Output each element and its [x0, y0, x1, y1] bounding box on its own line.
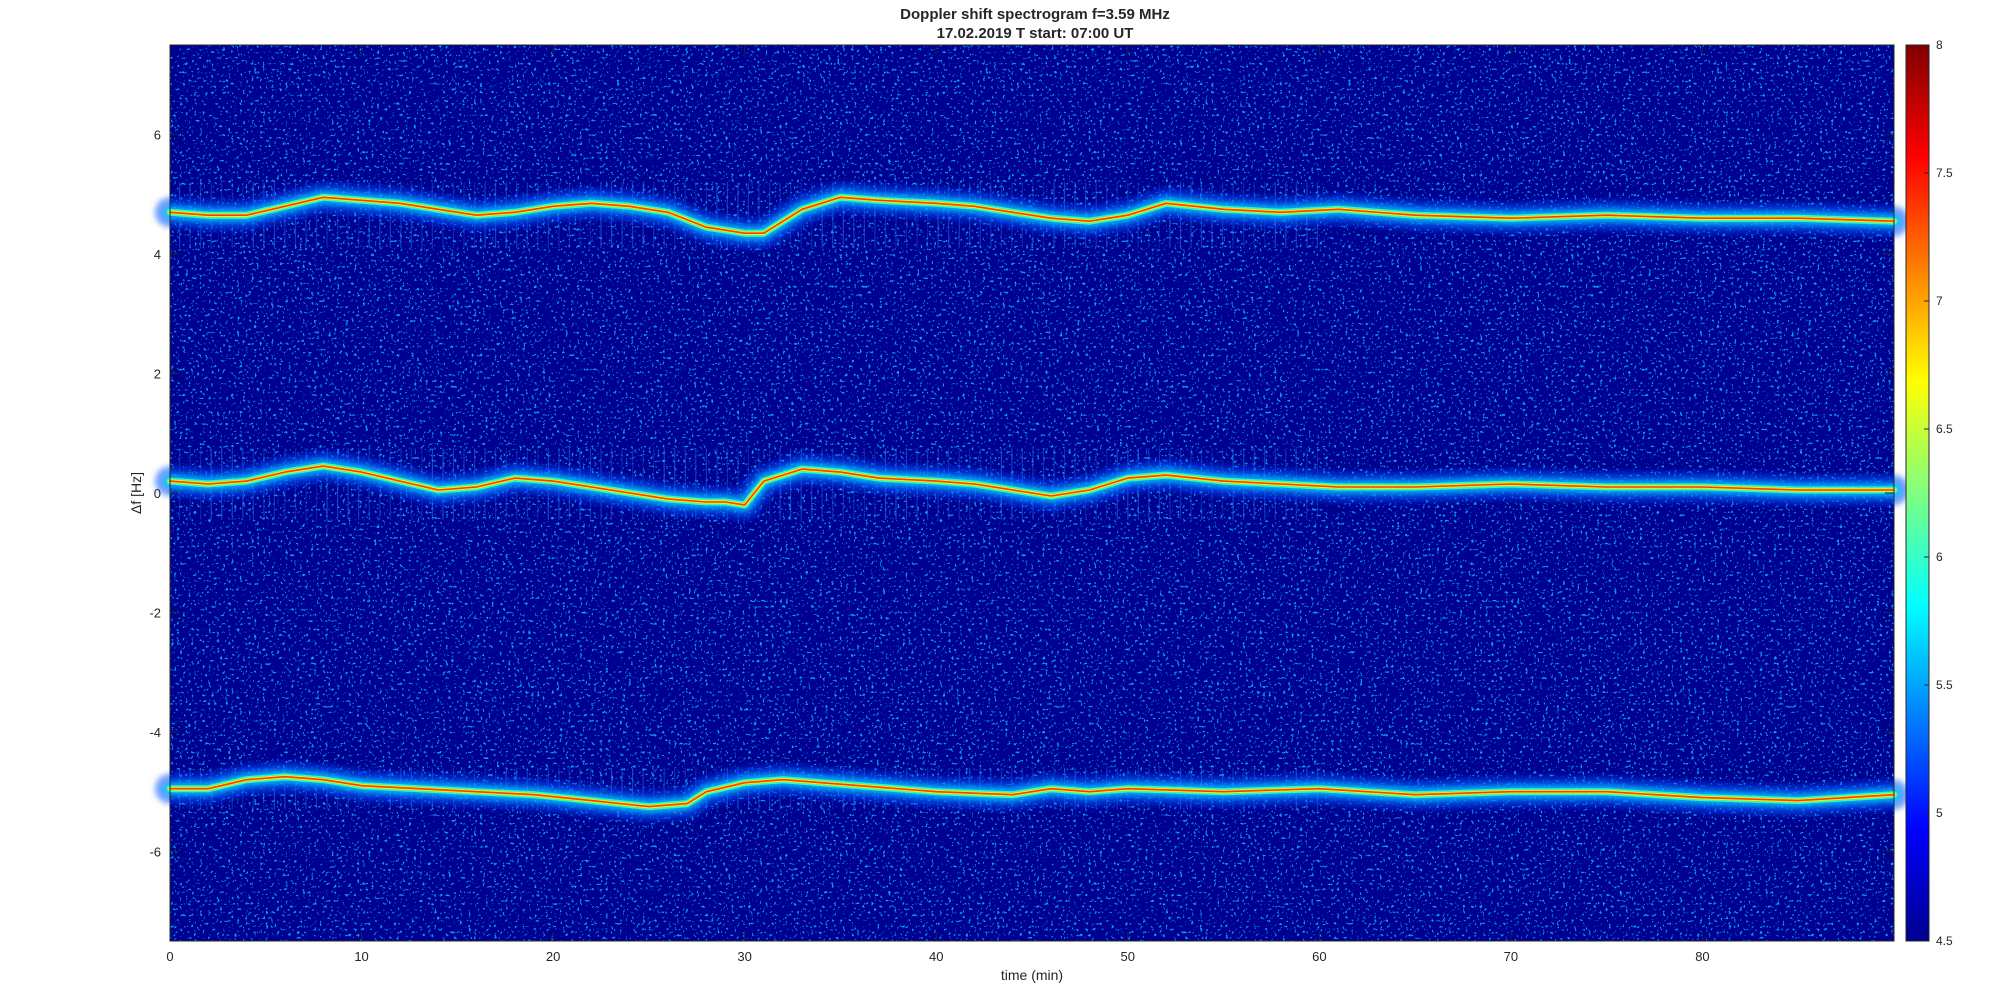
spectral-bands [155, 182, 1909, 822]
colorbar-tick-label: 8 [1936, 38, 1943, 52]
x-tick-label: 70 [1504, 949, 1518, 964]
plot-area [155, 44, 1909, 942]
y-tick-label: -4 [149, 725, 161, 740]
colorbar-tick-label: 4.5 [1936, 934, 1953, 948]
y-tick-label: 2 [154, 367, 161, 382]
chart-title: Doppler shift spectrogram f=3.59 MHz [900, 6, 1170, 23]
x-tick-label: 50 [1121, 949, 1135, 964]
y-axis-label: Δf [Hz] [128, 472, 144, 514]
y-axis-ticks: 6 4 2 0 -2 -4 -6 [149, 128, 1894, 859]
x-axis-label: time (min) [1001, 967, 1063, 983]
x-tick-label: 20 [546, 949, 560, 964]
x-tick-label: 0 [166, 949, 173, 964]
x-tick-label: 10 [354, 949, 368, 964]
x-tick-label: 60 [1312, 949, 1326, 964]
colorbar-tick-label: 7.5 [1936, 166, 1953, 180]
colorbar-tick-label: 5 [1936, 806, 1943, 820]
colorbar: 8 7.5 7 6.5 6 5.5 5 4.5 [1905, 38, 1953, 948]
y-tick-label: 6 [154, 128, 161, 143]
chart-subtitle: 17.02.2019 T start: 07:00 UT [937, 25, 1134, 42]
colorbar-ticks: 8 7.5 7 6.5 6 5.5 5 4.5 [1924, 38, 1953, 948]
colorbar-tick-label: 7 [1936, 294, 1943, 308]
band-3-layer-5 [169, 775, 1895, 808]
colorbar-tick-label: 5.5 [1936, 678, 1953, 692]
band-2-layer-5 [169, 465, 1895, 506]
band-1-layer-5 [169, 196, 1895, 234]
colorbar-gradient [1905, 44, 1930, 942]
x-tick-label: 30 [737, 949, 751, 964]
y-tick-label: -6 [149, 844, 161, 859]
x-tick-label: 40 [929, 949, 943, 964]
x-axis-ticks: 0 10 20 30 40 50 60 70 80 [166, 45, 1710, 964]
colorbar-tick-label: 6 [1936, 550, 1943, 564]
y-tick-label: -2 [149, 605, 161, 620]
y-tick-label: 0 [154, 486, 161, 501]
x-tick-label: 80 [1695, 949, 1709, 964]
colorbar-tick-label: 6.5 [1936, 422, 1953, 436]
y-tick-label: 4 [154, 247, 161, 262]
